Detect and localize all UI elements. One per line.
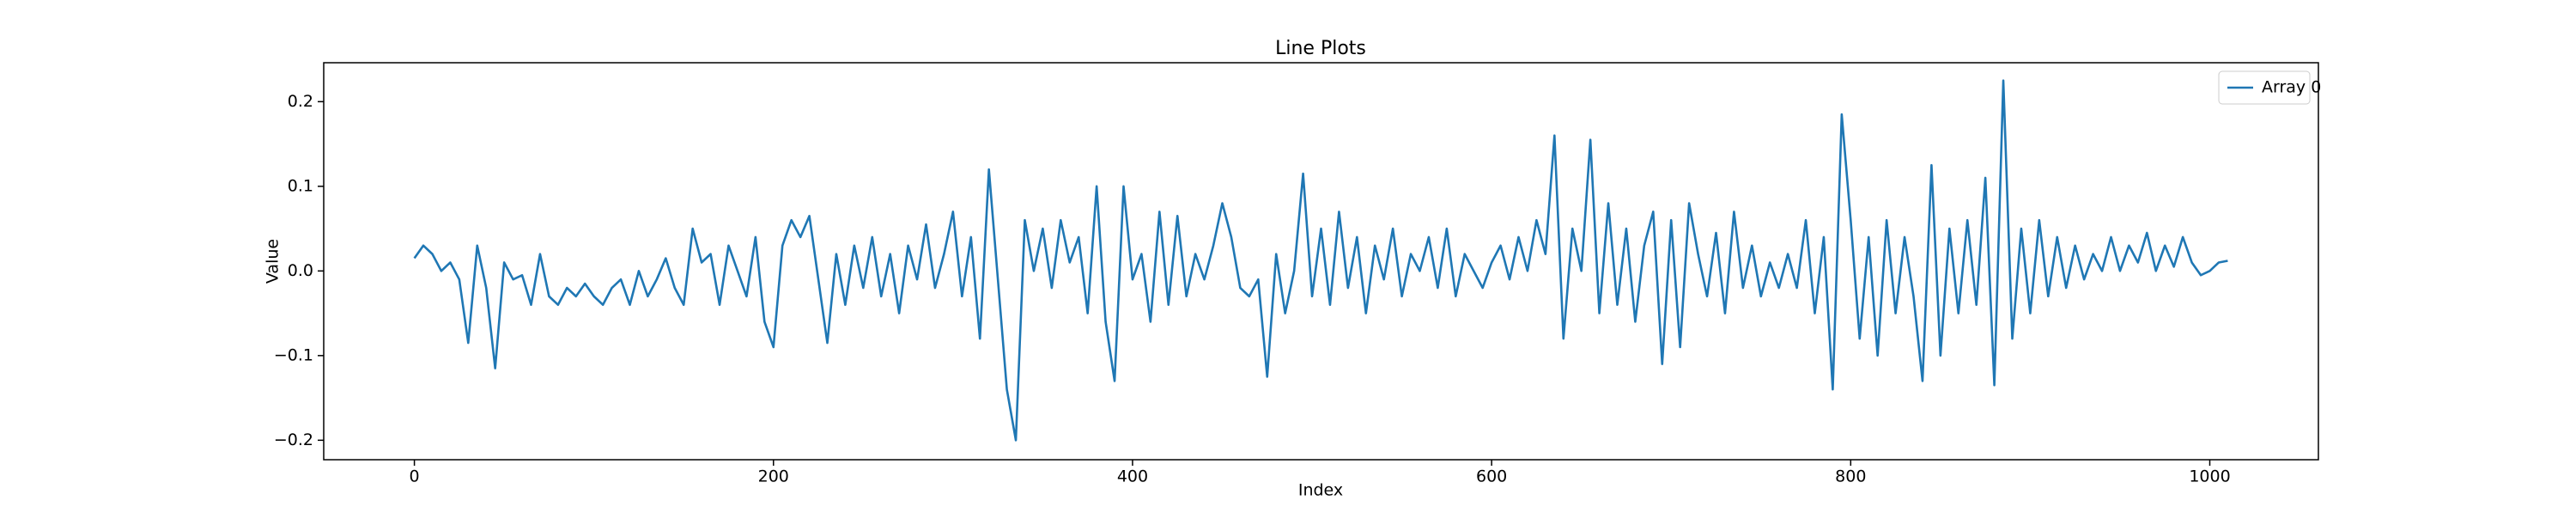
data-line [413, 79, 2228, 442]
x-tick-label: 400 [1117, 467, 1148, 486]
y-axis-label: Value [264, 239, 283, 284]
x-tick-label: 200 [758, 467, 789, 486]
y-tick-label: −0.1 [274, 345, 313, 364]
y-tick-label: 0.1 [288, 176, 313, 195]
x-tick-label: 0 [410, 467, 420, 486]
legend-box [2218, 70, 2311, 105]
y-tick-label: −0.2 [274, 430, 313, 449]
y-tick-label: 0.0 [288, 261, 313, 280]
chart-title: Line Plots [1275, 38, 1366, 59]
y-tick-label: 0.2 [288, 92, 313, 111]
x-tick-label: 600 [1476, 467, 1507, 486]
plot-frame [323, 62, 2319, 461]
x-tick-label: 800 [1835, 467, 1866, 486]
x-axis-label: Index [1298, 481, 1343, 500]
x-tick-label: 1000 [2189, 467, 2230, 486]
legend-label: Array 0 [2262, 78, 2321, 97]
